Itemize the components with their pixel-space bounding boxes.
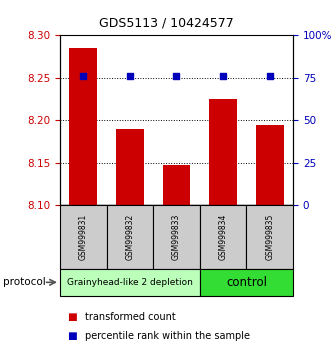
Text: GDS5113 / 10424577: GDS5113 / 10424577 (99, 17, 234, 29)
Point (81, 73, 86, 79)
Point (267, 73, 272, 79)
Text: percentile rank within the sample: percentile rank within the sample (85, 331, 250, 341)
Point (127, 73, 133, 79)
Bar (209, 99, 237, 205)
Bar (200, 205, 246, 269)
Point (174, 73, 179, 79)
Text: GSM999833: GSM999833 (172, 214, 181, 261)
Bar (200, 269, 293, 296)
Bar (246, 205, 293, 269)
Text: Grainyhead-like 2 depletion: Grainyhead-like 2 depletion (67, 278, 193, 287)
Text: control: control (226, 276, 267, 289)
Bar (107, 205, 153, 269)
Bar (256, 125, 284, 205)
Bar (163, 165, 190, 205)
Text: GSM999832: GSM999832 (125, 214, 135, 260)
Text: GSM999834: GSM999834 (218, 214, 228, 261)
Bar (69, 48, 97, 205)
Bar (60, 269, 200, 296)
Text: GSM999831: GSM999831 (79, 214, 88, 260)
Text: ■: ■ (67, 331, 76, 341)
Text: protocol: protocol (3, 277, 46, 287)
Point (220, 73, 226, 79)
Bar (60, 205, 107, 269)
Bar (153, 205, 200, 269)
Text: transformed count: transformed count (85, 312, 176, 322)
Text: ■: ■ (67, 312, 76, 322)
Bar (116, 129, 144, 205)
Text: GSM999835: GSM999835 (265, 214, 274, 261)
